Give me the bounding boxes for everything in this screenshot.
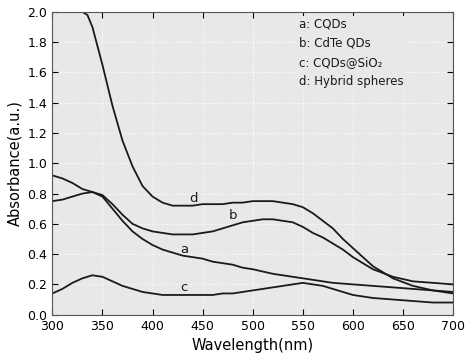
Text: c: c (181, 281, 188, 294)
Text: a: a (181, 243, 189, 256)
Text: a: CQDs
b: CdTe QDs
c: CQDs@SiO₂
d: Hybrid spheres: a: CQDs b: CdTe QDs c: CQDs@SiO₂ d: Hybr… (299, 18, 404, 88)
X-axis label: Wavelength(nm): Wavelength(nm) (192, 338, 314, 353)
Text: b: b (228, 209, 237, 222)
Text: d: d (190, 192, 198, 205)
Y-axis label: Absorbance(a.u.): Absorbance(a.u.) (7, 100, 22, 226)
